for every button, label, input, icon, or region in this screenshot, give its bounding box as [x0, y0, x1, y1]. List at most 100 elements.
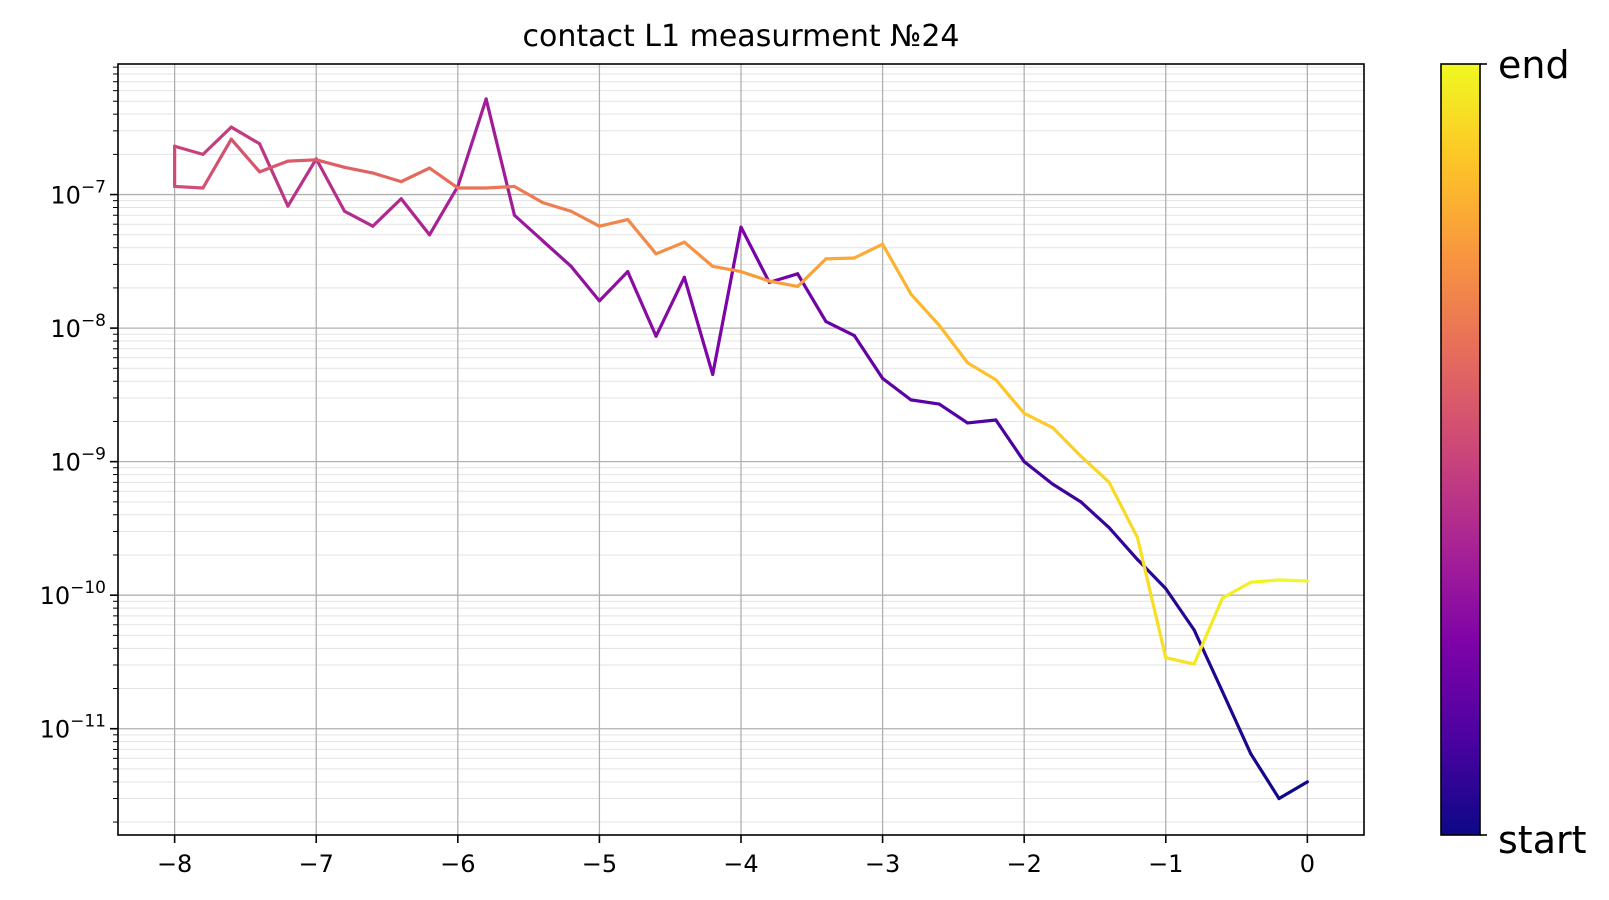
sweep-segment — [342, 165, 375, 175]
x-tick-label: 0 — [1300, 850, 1315, 878]
x-tick-label: −1 — [1148, 850, 1183, 878]
sweep-segment — [1249, 578, 1281, 584]
sweep-segment — [796, 257, 828, 289]
sweep-segment — [711, 225, 743, 377]
sweep-segment — [371, 171, 403, 184]
sweep-segment — [880, 242, 913, 296]
sweep-segment — [739, 269, 771, 283]
sweep-segment — [937, 323, 970, 365]
x-tick-label: −4 — [723, 850, 758, 878]
sweep-segment — [1220, 689, 1253, 756]
sweep-segment — [286, 158, 318, 163]
sweep-segment — [965, 418, 998, 425]
y-tick-label: 10−9 — [50, 445, 106, 477]
sweep-segment — [456, 97, 488, 189]
sweep-segment — [569, 209, 602, 228]
chart-title: contact L1 measurment №24 — [522, 19, 959, 54]
sweep-segment — [1192, 596, 1225, 666]
y-tick-label: 10−8 — [50, 311, 106, 343]
sweep-segment — [399, 166, 432, 184]
sweep-segment — [371, 197, 403, 228]
sweep-segment — [626, 269, 658, 338]
sweep-segment — [1022, 460, 1055, 486]
sweep-segment — [739, 225, 771, 284]
sweep-segment — [1107, 480, 1140, 540]
sweep-segment — [626, 217, 658, 256]
sweep-segment — [342, 209, 375, 228]
sweep-segment — [1164, 587, 1196, 632]
sweep-segment — [767, 279, 800, 289]
colorbar-start-label: start — [1498, 818, 1587, 862]
sweep-segment — [257, 159, 290, 174]
sweep-segment — [597, 217, 630, 228]
sweep-segment — [512, 213, 545, 243]
x-tick-label: −8 — [157, 850, 192, 878]
x-tick-label: −6 — [440, 850, 475, 878]
y-tick-label: 10−10 — [40, 578, 106, 610]
sweep-segment — [852, 333, 885, 381]
sweep-segment — [1079, 500, 1111, 530]
sweep-segment — [427, 166, 460, 190]
sweep-segment — [257, 142, 290, 208]
sweep-segment — [1220, 580, 1253, 600]
sweep-segment — [682, 275, 715, 377]
sweep-segment — [654, 275, 686, 338]
sweep-segment — [314, 157, 347, 213]
sweep-segment — [824, 319, 856, 338]
sweep-segment — [1079, 454, 1111, 484]
sweep-segment — [1192, 628, 1225, 694]
sweep-segment — [1277, 780, 1309, 801]
sweep-segment — [1277, 578, 1309, 583]
sweep-segment — [541, 239, 573, 268]
sweep-segment — [937, 402, 970, 425]
sweep-segment — [173, 184, 205, 190]
minor-grid — [113, 66, 1364, 823]
sweep-segment — [824, 256, 856, 261]
sweep-segment — [201, 125, 233, 156]
sweep-segment — [427, 184, 460, 237]
sweep-segment — [201, 137, 233, 190]
sweep-segment — [880, 376, 913, 402]
sweep-segment — [484, 97, 517, 217]
sweep-segment — [1022, 411, 1055, 430]
x-tick-label: −5 — [582, 850, 617, 878]
sweep-segment — [1050, 482, 1083, 504]
major-grid — [118, 64, 1364, 835]
sweep-segment — [229, 125, 262, 146]
sweep-segment — [484, 184, 517, 190]
sweep-segment — [1107, 526, 1140, 562]
sweep-segment — [994, 378, 1026, 415]
sweep-lines — [173, 97, 1309, 801]
sweep-segment — [711, 264, 743, 274]
sweep-segment — [597, 269, 630, 303]
colorbar-end-label: end — [1498, 43, 1570, 87]
sweep-segment — [512, 184, 545, 205]
x-tick-label: −2 — [1006, 850, 1041, 878]
sweep-segment — [1164, 656, 1196, 666]
sweep-segment — [909, 292, 941, 327]
sweep-segment — [1249, 752, 1281, 801]
sweep-segment — [1050, 425, 1083, 458]
y-axis-ticks: 10−7 10−8 10−9 10−10 10−11 — [40, 178, 118, 744]
sweep-segment — [286, 157, 318, 208]
y-tick-label: 10−7 — [50, 178, 106, 210]
colorbar — [1440, 63, 1481, 836]
sweep-segment — [1135, 557, 1168, 591]
x-axis-ticks: −8 −7 −6 −5 −4 −3 −2 −1 0 — [157, 835, 1315, 878]
sweep-segment — [965, 361, 998, 382]
sweep-segment — [399, 197, 432, 237]
y-tick-label: 10−11 — [40, 712, 106, 744]
sweep-segment — [569, 264, 602, 303]
sweep-segment — [852, 242, 885, 260]
sweep-segment — [229, 137, 262, 174]
x-tick-label: −3 — [865, 850, 900, 878]
sweep-segment — [682, 240, 715, 268]
sweep-segment — [994, 418, 1026, 464]
sweep-segment — [173, 144, 205, 156]
sweep-segment — [314, 158, 347, 169]
sweep-segment — [1135, 535, 1168, 660]
sweep-segment — [909, 398, 941, 406]
sweep-segment — [654, 240, 686, 256]
x-tick-label: −7 — [299, 850, 334, 878]
